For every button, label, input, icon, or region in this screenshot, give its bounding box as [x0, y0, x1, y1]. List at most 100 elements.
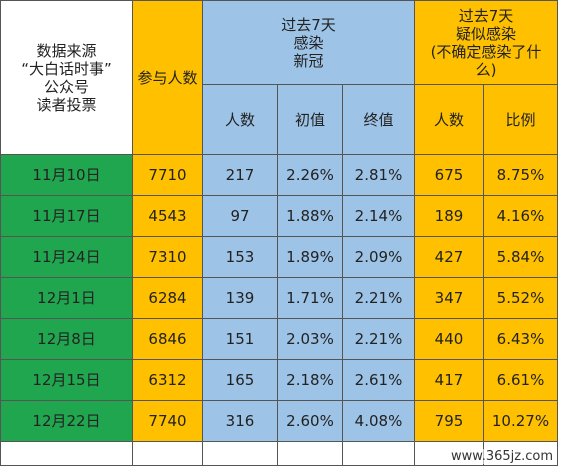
cell-text: 11月10日 [32, 166, 101, 184]
column-header: 比例 [484, 85, 558, 155]
cell-text: 4.08% [354, 412, 403, 430]
cell-text: 2.21% [354, 289, 403, 307]
column-header: 人数 [203, 85, 278, 155]
data-cell: 2.03% [278, 319, 343, 360]
cell-text: 151 [225, 330, 255, 348]
data-cell: 97 [203, 196, 278, 237]
cell-text: 6846 [148, 330, 187, 348]
cell-text: 675 [434, 166, 464, 184]
watermark: www.365jz.com [448, 449, 556, 464]
data-cell: 2.26% [278, 155, 343, 196]
data-cell: 427 [415, 237, 484, 278]
data-cell: 2.09% [343, 237, 415, 278]
cell-text: 过去7天 [458, 6, 514, 25]
cell-text: 人数 [433, 110, 464, 129]
cell-text: 参与人数 [137, 68, 198, 87]
data-cell: 7310 [133, 237, 203, 278]
data-cell: 5.84% [484, 237, 558, 278]
cell-text: 11月17日 [32, 207, 101, 225]
cell-text: 347 [434, 289, 464, 307]
data-cell: 316 [203, 401, 278, 442]
data-cell: 5.52% [484, 278, 558, 319]
cell-text: 么) [475, 60, 497, 79]
cell-text: 5.84% [496, 248, 545, 266]
suspected-header: 过去7天 疑似感染 (不确定感染了什 么) [415, 0, 558, 85]
cell-text: 189 [434, 207, 464, 225]
cell-text: 12月1日 [37, 289, 96, 307]
data-cell: 7740 [133, 401, 203, 442]
data-cell: 11月17日 [0, 196, 133, 237]
participants-header: 参与人数 [133, 0, 203, 155]
cell-text: 1.89% [286, 248, 334, 266]
data-cell: 11月10日 [0, 155, 133, 196]
cell-text: 12月8日 [37, 330, 96, 348]
cell-text: 217 [225, 166, 255, 184]
empty-cell [133, 442, 203, 466]
cell-text: 417 [434, 371, 464, 389]
data-cell: 12月8日 [0, 319, 133, 360]
cell-text: 终值 [363, 110, 394, 129]
data-cell: 2.21% [343, 319, 415, 360]
cell-text: 1.88% [286, 207, 334, 225]
data-cell: 2.81% [343, 155, 415, 196]
cell-text: 165 [225, 371, 255, 389]
cell-text: 6284 [148, 289, 187, 307]
cell-text: 12月22日 [32, 412, 101, 430]
data-cell: 12月1日 [0, 278, 133, 319]
data-cell: 417 [415, 360, 484, 401]
cell-text: 2.21% [354, 330, 403, 348]
data-cell: 151 [203, 319, 278, 360]
data-cell: 675 [415, 155, 484, 196]
cell-text: 感染 [293, 33, 324, 52]
data-cell: 2.61% [343, 360, 415, 401]
cell-text: 比例 [505, 110, 536, 129]
data-cell: 11月24日 [0, 237, 133, 278]
data-cell: 4543 [133, 196, 203, 237]
data-cell: 10.27% [484, 401, 558, 442]
cell-text: 440 [434, 330, 464, 348]
cell-text: 8.75% [496, 166, 545, 184]
data-cell: 8.75% [484, 155, 558, 196]
cell-text: 2.09% [354, 248, 403, 266]
data-cell: 795 [415, 401, 484, 442]
cell-text: “大白话时事” [21, 59, 112, 78]
data-cell: 1.89% [278, 237, 343, 278]
cell-text: 427 [434, 248, 464, 266]
cell-text: 12月15日 [32, 371, 101, 389]
cell-text: 795 [434, 412, 464, 430]
cell-text: 6.61% [496, 371, 545, 389]
cell-text: 2.61% [354, 371, 403, 389]
cell-text: 2.18% [286, 371, 334, 389]
cell-text: 5.52% [496, 289, 545, 307]
data-cell: 440 [415, 319, 484, 360]
data-cell: 189 [415, 196, 484, 237]
cell-text: 新冠 [293, 51, 324, 70]
data-cell: 2.60% [278, 401, 343, 442]
cell-text: 公众号 [43, 77, 89, 96]
data-cell: 165 [203, 360, 278, 401]
cell-text: 2.26% [286, 166, 334, 184]
cell-text: 6.43% [496, 330, 545, 348]
data-cell: 347 [415, 278, 484, 319]
data-cell: 2.21% [343, 278, 415, 319]
cell-text: 1.71% [286, 289, 334, 307]
cell-text: 316 [225, 412, 255, 430]
cell-text: 6312 [148, 371, 187, 389]
cell-text: 2.03% [286, 330, 334, 348]
cell-text: 153 [225, 248, 255, 266]
data-cell: 6.43% [484, 319, 558, 360]
column-header: 初值 [278, 85, 343, 155]
data-cell: 7710 [133, 155, 203, 196]
data-cell: 217 [203, 155, 278, 196]
cell-text: 10.27% [491, 412, 550, 430]
data-cell: 1.88% [278, 196, 343, 237]
empty-cell [203, 442, 278, 466]
empty-cell [278, 442, 343, 466]
data-cell: 2.14% [343, 196, 415, 237]
empty-cell [0, 442, 133, 466]
cell-text: 过去7天 [281, 15, 336, 34]
cell-text: 11月24日 [32, 248, 101, 266]
data-cell: 4.16% [484, 196, 558, 237]
cell-text: 139 [225, 289, 255, 307]
